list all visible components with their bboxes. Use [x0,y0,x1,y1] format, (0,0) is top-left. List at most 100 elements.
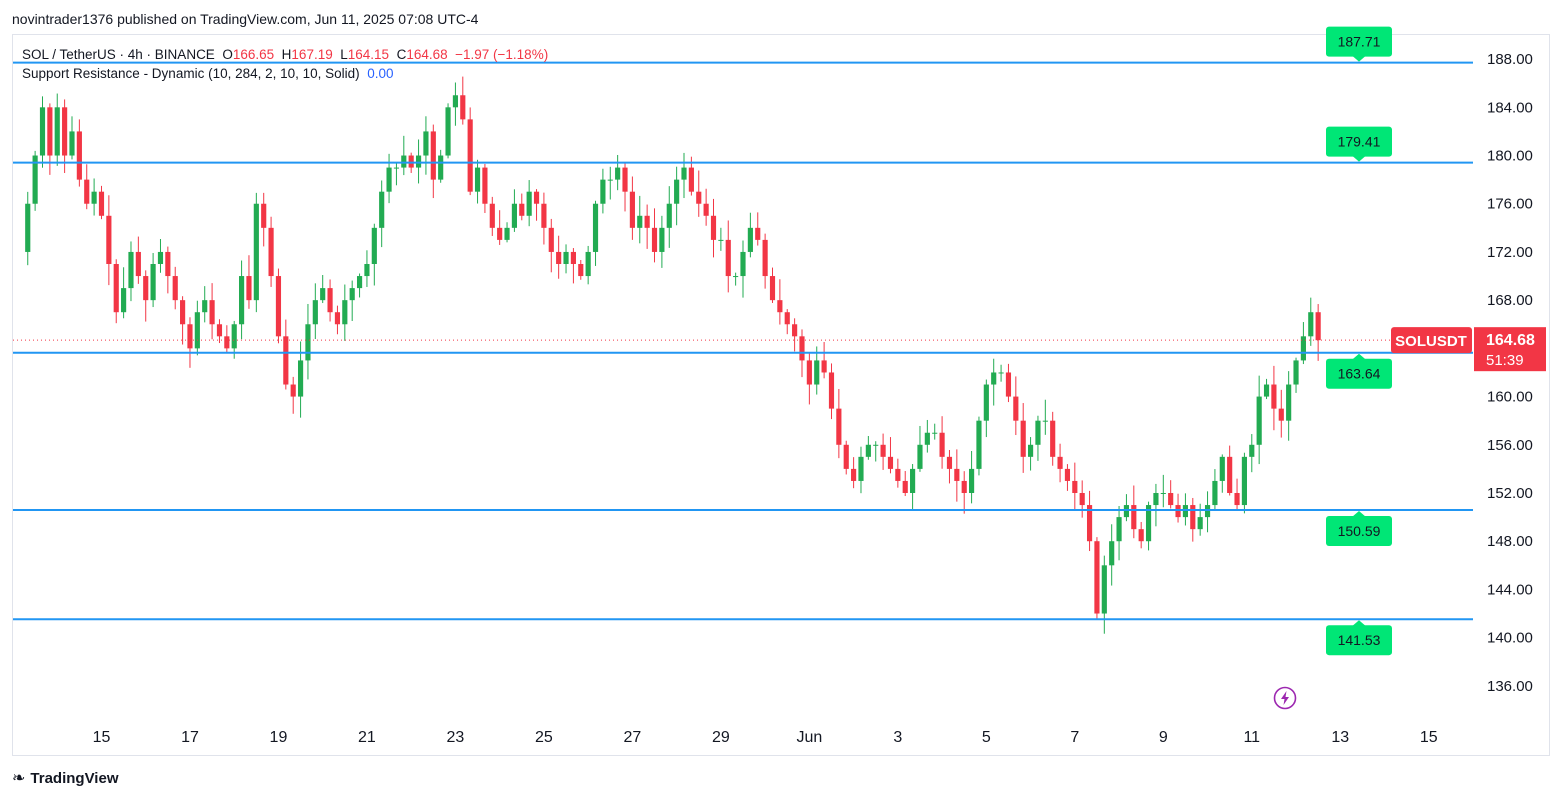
candle-body[interactable] [991,372,997,385]
candle-body[interactable] [1308,312,1314,337]
candle-body[interactable] [128,251,134,289]
candle-body[interactable] [334,312,341,325]
candle-body[interactable] [836,408,842,445]
candle-body[interactable] [320,288,326,301]
candle-body[interactable] [1109,541,1115,566]
candle-body[interactable] [1020,420,1026,457]
candle-body[interactable] [386,167,392,192]
candle-body[interactable] [733,276,739,278]
candle-body[interactable] [216,324,223,337]
level-badge[interactable] [1326,625,1392,656]
candle-body[interactable] [283,336,289,385]
candle-body[interactable] [312,300,318,325]
candle-body[interactable] [76,131,82,180]
candle-body[interactable] [1190,505,1196,530]
candle-body[interactable] [1027,444,1034,457]
candle-body[interactable] [143,276,149,301]
candle-body[interactable] [1057,456,1063,469]
candle-body[interactable] [725,239,731,277]
candle-body[interactable] [1241,456,1247,506]
candle-body[interactable] [356,276,363,289]
candle-body[interactable] [511,203,517,228]
candle-body[interactable] [32,155,38,204]
candle-body[interactable] [533,191,540,204]
candle-body[interactable] [379,191,385,228]
candle-body[interactable] [659,227,665,252]
candle-body[interactable] [305,324,311,361]
candle-body[interactable] [1035,420,1041,445]
candle-body[interactable] [821,360,827,373]
candle-body[interactable] [1227,456,1233,493]
candle-body[interactable] [187,324,193,349]
candle-body[interactable] [349,288,355,301]
candle-body[interactable] [135,251,141,277]
candle-body[interactable] [69,131,75,156]
candle-body[interactable] [755,227,761,240]
candle-body[interactable] [563,251,569,264]
candle-body[interactable] [497,227,503,240]
candle-body[interactable] [1116,517,1122,542]
candle-body[interactable] [1212,480,1218,506]
candle-body[interactable] [106,215,112,264]
candle-body[interactable] [828,372,835,409]
candle-body[interactable] [150,264,156,301]
candle-body[interactable] [969,468,975,493]
level-badge[interactable] [1326,515,1392,546]
candle-body[interactable] [62,107,68,156]
candle-body[interactable] [747,227,753,252]
candle-body[interactable] [1153,493,1159,506]
candle-body[interactable] [84,179,90,204]
candle-body[interactable] [946,456,953,469]
candle-body[interactable] [873,444,879,446]
candle-body[interactable] [1013,396,1019,421]
candle-body[interactable] [438,155,444,180]
candle-body[interactable] [423,131,429,156]
candle-body[interactable] [578,264,584,277]
candle-body[interactable] [1079,493,1085,506]
candle-body[interactable] [814,360,820,385]
candle-body[interactable] [1042,420,1048,422]
candle-body[interactable] [880,444,886,457]
footer-brand[interactable]: ❧ TradingView [12,768,119,788]
lightning-bolt-icon[interactable] [1273,686,1297,710]
candle-body[interactable] [268,227,274,277]
candle-body[interactable] [202,300,208,313]
candle-body[interactable] [910,468,916,493]
candle-body[interactable] [253,203,259,301]
candle-body[interactable] [239,276,245,325]
candle-body[interactable] [1072,480,1078,493]
candle-body[interactable] [851,468,857,481]
candle-body[interactable] [519,203,525,216]
candle-body[interactable] [121,288,127,313]
candle-body[interactable] [1094,541,1100,614]
candle-body[interactable] [1249,444,1255,457]
candle-body[interactable] [275,276,282,337]
candle-body[interactable] [666,203,672,228]
candle-body[interactable] [113,264,119,313]
candle-body[interactable] [887,456,894,469]
candle-body[interactable] [1271,384,1277,409]
candle-body[interactable] [460,95,466,120]
candle-body[interactable] [681,167,687,180]
candle-body[interactable] [954,468,960,481]
candle-body[interactable] [408,155,414,168]
candle-body[interactable] [1219,456,1225,481]
candle-body[interactable] [622,167,628,192]
legend-indicator-name[interactable]: Support Resistance - Dynamic (10, 284, 2… [22,66,360,81]
level-badge[interactable] [1326,358,1392,389]
candle-body[interactable] [932,432,938,434]
legend-symbol[interactable]: SOL / TetherUS · 4h · BINANCE [22,47,215,62]
candle-body[interactable] [895,468,901,481]
candle-body[interactable] [1293,360,1299,385]
candle-body[interactable] [327,288,333,313]
candle-body[interactable] [1234,493,1240,506]
candle-body[interactable] [1278,408,1284,421]
candle-body[interactable] [1145,505,1152,542]
candle-body[interactable] [865,444,871,457]
candle-body[interactable] [629,191,635,228]
candle-body[interactable] [371,227,377,264]
candle-body[interactable] [467,119,473,192]
candle-body[interactable] [415,155,422,168]
candle-body[interactable] [172,276,178,301]
last-price-badge[interactable] [1474,327,1546,372]
